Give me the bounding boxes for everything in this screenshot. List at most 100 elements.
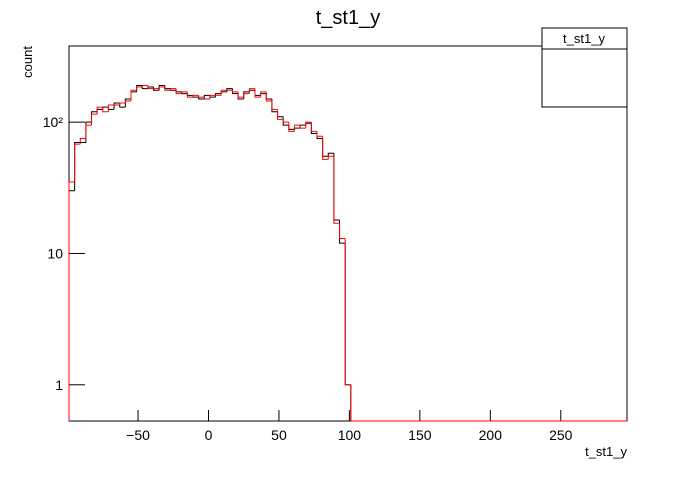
histogram-bin <box>327 155 334 160</box>
histogram-bin <box>333 153 340 221</box>
histogram-bin <box>164 85 171 90</box>
y-tick-label: 10 <box>47 245 63 261</box>
histogram-bin <box>96 106 103 115</box>
histogram-bin <box>192 94 199 98</box>
histogram-bin <box>175 90 182 93</box>
histogram-bin <box>136 86 143 91</box>
histogram-bin <box>175 88 182 95</box>
x-tick-label: 0 <box>205 427 213 443</box>
histogram-bin <box>282 119 289 123</box>
histogram-bin <box>237 93 244 100</box>
x-tick-label: 150 <box>408 427 432 443</box>
histogram-bin <box>186 93 193 96</box>
histogram-bin <box>243 91 250 100</box>
histogram-bin <box>254 88 261 98</box>
histogram-bin <box>243 93 250 98</box>
x-tick-label: 100 <box>338 427 362 443</box>
histogram-bin <box>74 141 81 191</box>
histogram-bin <box>248 88 255 94</box>
histogram-bin <box>327 152 334 157</box>
histogram-bin <box>265 93 272 100</box>
histogram-bin <box>124 100 131 103</box>
histogram-bin <box>215 93 222 98</box>
histogram-bin <box>186 91 193 98</box>
histogram-bin <box>305 122 312 126</box>
x-tick-label: 250 <box>549 427 573 443</box>
y-tick-label: 10² <box>43 114 64 130</box>
histogram-bin <box>130 89 137 101</box>
histogram-bin <box>220 91 227 94</box>
histogram-bin <box>339 223 346 240</box>
histogram-bin <box>231 88 239 95</box>
histogram-bin <box>102 106 109 110</box>
histogram-bin <box>260 93 267 96</box>
stats-box: t_st1_y <box>541 27 628 108</box>
histogram-bin <box>124 98 131 108</box>
x-tick-label: −50 <box>126 427 150 443</box>
histogram-bin <box>203 94 210 100</box>
histogram-bin <box>288 122 295 132</box>
histogram-bin <box>102 107 109 113</box>
histogram-bin <box>91 111 98 123</box>
histogram-bin <box>158 86 165 89</box>
histogram-bin <box>288 125 295 130</box>
histogram-bin <box>293 124 301 132</box>
histogram-bin <box>305 121 312 129</box>
histogram-bin <box>271 100 278 110</box>
histogram-bin <box>169 88 177 91</box>
x-tick-label: 50 <box>271 427 287 443</box>
histogram-bin <box>344 243 351 386</box>
histogram-bin <box>237 91 244 98</box>
histogram-bin <box>68 190 75 421</box>
histogram-bin <box>113 102 120 110</box>
histogram-bin <box>350 384 357 422</box>
y-tick-label: 1 <box>55 377 63 393</box>
histogram-bin <box>322 138 329 157</box>
stats-title: t_st1_y <box>563 31 605 46</box>
histogram-bin <box>96 108 103 112</box>
histogram-bin <box>141 85 148 88</box>
histogram-bin <box>344 238 351 386</box>
x-axis-label: t_st1_y <box>585 444 627 459</box>
histogram-bin <box>107 104 115 112</box>
histogram-bin <box>226 88 233 92</box>
histogram-bin <box>198 95 205 98</box>
histogram-bin <box>322 136 329 160</box>
histogram-bin <box>164 87 171 91</box>
y-axis-label: count <box>20 46 35 78</box>
histogram-bin <box>130 91 137 100</box>
histogram-bin <box>153 87 160 91</box>
histogram-bin <box>316 131 323 137</box>
histogram-bin <box>107 107 115 110</box>
histogram-bin <box>198 97 205 100</box>
histogram-bin <box>293 127 301 130</box>
histogram-bin <box>68 181 75 421</box>
histogram-bin <box>147 85 154 90</box>
histogram-bin <box>231 90 239 93</box>
histogram-bin <box>220 89 227 96</box>
histogram-bin <box>277 111 284 118</box>
chart-title: t_st1_y <box>316 7 380 29</box>
histogram-bin <box>333 156 340 224</box>
histogram-bin <box>136 85 143 92</box>
histogram-bin <box>254 90 261 96</box>
histogram-bin <box>91 113 98 126</box>
histogram-bin <box>265 91 272 102</box>
histogram-bin <box>119 102 126 108</box>
histogram-bin <box>119 102 126 106</box>
histogram-bin <box>260 91 267 98</box>
histogram-bin <box>282 116 289 126</box>
histogram-bin <box>181 91 188 94</box>
histogram-bin <box>74 143 81 183</box>
histogram-bin <box>209 94 216 100</box>
histogram-bin <box>299 125 306 129</box>
stats-frame <box>541 27 628 108</box>
histogram-bin <box>277 109 284 120</box>
histogram-bin <box>79 138 86 145</box>
histogram-bin <box>350 384 357 422</box>
histogram-bin <box>339 219 346 244</box>
histogram-bin <box>203 97 210 100</box>
histogram-bin <box>158 85 165 91</box>
histogram-bin <box>248 89 255 92</box>
